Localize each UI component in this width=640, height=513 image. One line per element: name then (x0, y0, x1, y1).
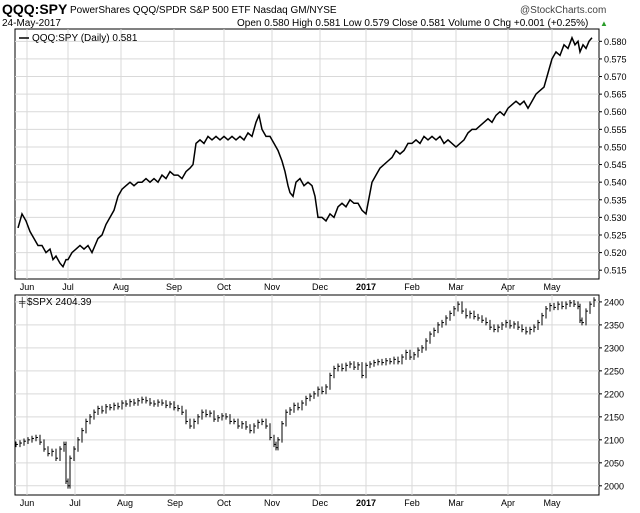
x-tick-label: Sep (167, 498, 183, 508)
x-tick-label: Oct (217, 282, 232, 292)
x-tick-label: Nov (264, 498, 281, 508)
up-arrow-icon: ▲ (600, 19, 608, 28)
ohlc-bar-icon: ╪ (18, 296, 26, 308)
x-tick-label: Jul (69, 498, 81, 508)
y-tick-label: 2400 (604, 297, 624, 307)
x-tick-label: Mar (448, 282, 464, 292)
y-tick-label: 2100 (604, 435, 624, 445)
x-tick-label: Mar (448, 498, 464, 508)
x-tick-label: Oct (217, 498, 232, 508)
y-tick-label: 0.525 (604, 230, 627, 240)
y-tick-label: 0.535 (604, 195, 627, 205)
y-tick-label: 2350 (604, 320, 624, 330)
y-tick-label: 0.580 (604, 37, 627, 47)
x-tick-label: 2017 (356, 498, 376, 508)
legend-spx: $SPX 2404.39 (27, 297, 92, 308)
legend-ratio: QQQ:SPY (Daily) 0.581 (32, 33, 138, 44)
y-tick-label: 0.550 (604, 142, 627, 152)
y-tick-label: 2000 (604, 481, 624, 491)
x-tick-label: Aug (117, 498, 133, 508)
y-tick-label: 0.575 (604, 54, 627, 64)
x-tick-label: Nov (264, 282, 281, 292)
chart-date: 24-May-2017 (2, 18, 61, 29)
x-tick-label: Jun (20, 282, 35, 292)
panel-border (14, 28, 600, 280)
y-tick-label: 0.545 (604, 160, 627, 170)
y-tick-label: 0.565 (604, 90, 627, 100)
x-tick-label: Apr (501, 498, 515, 508)
y-tick-label: 0.555 (604, 125, 627, 135)
x-tick-label: Dec (312, 498, 329, 508)
x-tick-label: Aug (113, 282, 129, 292)
x-tick-label: Feb (404, 282, 420, 292)
ratio-series-line (17, 35, 593, 269)
quote-summary: Open 0.580 High 0.581 Low 0.579 Close 0.… (237, 18, 588, 29)
y-tick-label: 0.520 (604, 248, 627, 258)
x-tick-label: Apr (501, 282, 515, 292)
y-tick-label: 2250 (604, 366, 624, 376)
spx-panel: 2000 2050 2100 2150 2200 2250 2300 2350 2400 Jun… (14, 294, 624, 508)
x-tick-label: Jul (62, 282, 74, 292)
x-tick-label: May (543, 498, 561, 508)
x-tick-label: Sep (166, 282, 182, 292)
x-tick-label: Feb (404, 498, 420, 508)
y-tick-label: 2050 (604, 458, 624, 468)
y-tick-label: 2200 (604, 389, 624, 399)
y-tick-label: 2300 (604, 343, 624, 353)
symbol-description: PowerShares QQQ/SPDR S&P 500 ETF Nasdaq … (70, 5, 337, 16)
y-tick-label: 0.530 (604, 213, 627, 223)
symbol-title: QQQ:SPY (2, 1, 68, 17)
x-tick-label: Dec (312, 282, 329, 292)
price-ratio-panel: 0.515 0.520 0.525 0.530 0.535 0.540 0.545 0.550… (14, 28, 627, 292)
y-tick-label: 0.540 (604, 178, 627, 188)
watermark: @StockCharts.com (520, 5, 606, 16)
y-tick-label: 0.515 (604, 266, 627, 276)
y-tick-label: 0.570 (604, 72, 627, 82)
x-tick-label: May (543, 282, 561, 292)
x-tick-label: Jun (20, 498, 35, 508)
x-tick-label: 2017 (356, 282, 376, 292)
y-tick-label: 0.560 (604, 107, 627, 117)
y-tick-label: 2150 (604, 412, 624, 422)
